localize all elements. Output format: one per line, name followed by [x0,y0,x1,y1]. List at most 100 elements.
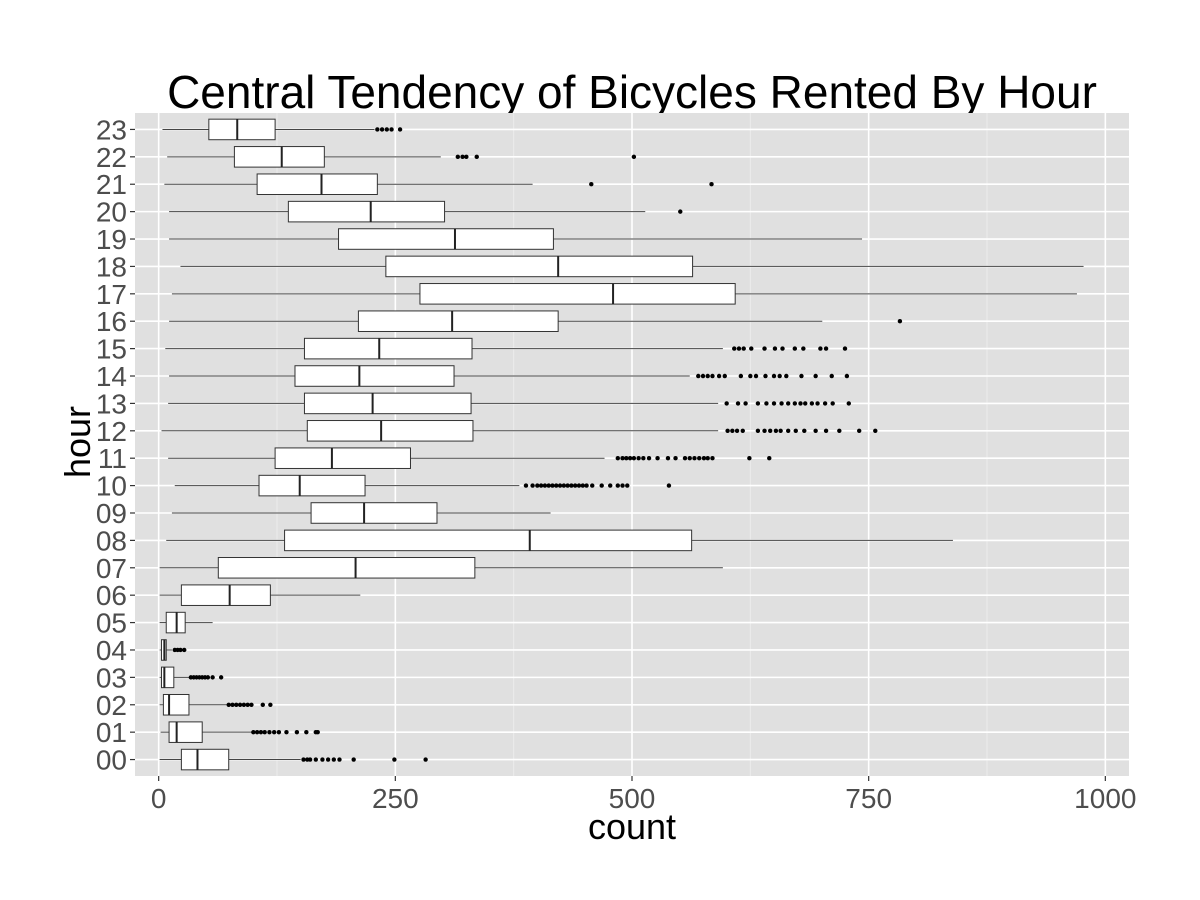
outlier-point [673,455,678,461]
outlier-point [389,127,394,132]
box-hour-22 [167,146,637,168]
outlier-point [641,455,646,461]
outlier-point [230,702,235,707]
outlier-point [384,127,390,132]
outlier-point [809,401,815,406]
box-iqr [419,283,736,305]
box-hour-11 [168,447,772,469]
outlier-point [700,373,706,379]
outlier-point [692,455,697,461]
outlier-point [320,757,325,762]
outlier-point [813,428,818,434]
outlier-point [379,127,385,132]
outlier-point [375,127,380,132]
outlier-point [748,373,753,379]
outlier-point [237,702,243,707]
outlier-point [793,428,798,434]
outlier-point [294,729,300,735]
outlier-point [423,757,428,762]
y-tick-label: 13 [96,388,127,419]
outlier-point [474,154,479,160]
y-tick-label: 17 [96,279,127,310]
outlier-point [397,127,403,132]
outlier-point [697,455,702,461]
outlier-point [773,428,779,434]
outlier-point [226,702,231,707]
outlier-point [557,483,563,488]
outlier-point [554,483,559,488]
y-tick-label: 22 [96,142,127,173]
y-tick-label: 19 [96,224,127,255]
outlier-point [254,729,260,735]
outlier-point [837,428,842,434]
outlier-point [710,455,715,461]
y-tick-label: 09 [96,498,127,529]
x-tick-label: 750 [845,783,892,814]
outlier-point [620,483,625,488]
box-iqr [180,584,271,606]
outlier-point [743,401,748,406]
box-hour-15 [165,337,848,360]
outlier-point [455,154,461,160]
y-tick-label: 06 [96,580,127,611]
y-tick-label: 12 [96,416,127,447]
box-iqr [258,474,366,497]
y-tick-label: 08 [96,525,127,556]
box-iqr [162,693,190,716]
outlier-point [705,373,710,379]
box-hour-20 [169,200,683,223]
outlier-point [646,455,652,461]
outlier-point [722,373,727,379]
y-tick-label: 15 [96,334,127,365]
outlier-point [762,346,767,351]
outlier-point [801,346,806,351]
outlier-point [565,483,570,488]
outlier-point [615,455,620,461]
outlier-point [576,483,582,488]
x-tick-label: 500 [609,783,656,814]
outlier-point [792,401,798,406]
outlier-point [599,483,604,488]
outlier-point [624,455,629,461]
outlier-point [897,319,903,324]
outlier-point [590,483,595,488]
y-tick-label: 10 [96,471,127,502]
outlier-point [267,729,272,735]
outlier-point [580,483,585,488]
outlier-point [258,729,264,735]
box-iqr [217,557,476,579]
x-axis-label: count [587,806,677,847]
box-hour-08 [166,529,953,552]
y-tick-label: 18 [96,251,127,282]
outlier-point [631,154,637,160]
outlier-point [734,428,740,434]
box-iqr [357,310,559,332]
box-iqr [274,447,411,469]
x-tick-label: 250 [372,783,419,814]
box-hour-12 [161,420,878,442]
outlier-point [655,455,660,461]
outlier-point [251,729,256,735]
outlier-point [696,373,701,379]
outlier-point [786,428,791,434]
y-tick-label: 01 [96,717,127,748]
outlier-point [615,483,620,488]
outlier-point [764,401,769,406]
box-hour-13 [168,392,851,415]
outlier-point [771,401,777,406]
outlier-point [762,428,767,434]
outlier-point [569,483,574,488]
box-hour-21 [164,173,714,196]
outlier-point [542,483,548,488]
outlier-point [755,428,761,434]
box-iqr [168,721,203,743]
outlier-point [736,346,742,351]
outlier-point [747,455,752,461]
outlier-point [730,428,735,434]
outlier-point [798,401,803,406]
box-hour-04 [159,639,187,661]
outlier-point [741,346,746,351]
outlier-point [716,373,722,379]
outlier-point [777,373,782,379]
